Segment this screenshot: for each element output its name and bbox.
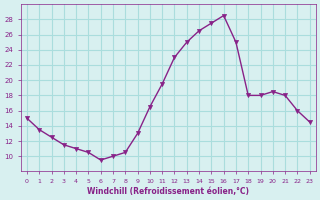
X-axis label: Windchill (Refroidissement éolien,°C): Windchill (Refroidissement éolien,°C) <box>87 187 249 196</box>
